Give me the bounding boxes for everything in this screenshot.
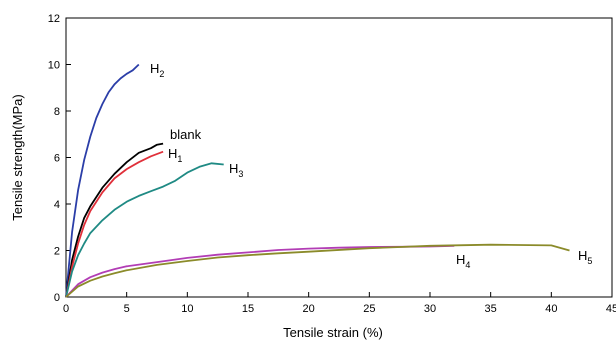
series-label-h3: H3: [229, 161, 243, 179]
series-label-h5: H5: [578, 248, 592, 266]
series-label-h4: H4: [456, 252, 470, 270]
y-tick-label: 12: [48, 13, 60, 25]
plot-axes: 0 5 10 15 20 25 30 35 40 45 0 2 4 6 8 10 12: [48, 13, 616, 315]
x-tick-label: 15: [242, 303, 254, 315]
series-labels: H2 blank H1 H3 H4 H5: [150, 61, 592, 270]
x-tick-label: 5: [124, 303, 130, 315]
x-tick-label: 20: [303, 303, 315, 315]
series-line-h1: [65, 150, 164, 298]
x-tick-label: 10: [181, 303, 193, 315]
x-tick-label: 45: [606, 303, 616, 315]
y-tick-label: 2: [54, 246, 60, 258]
y-axis-title: Tensile strength(MPa): [10, 94, 25, 220]
x-tick-label: 35: [485, 303, 497, 315]
x-axis-title: Tensile strain (%): [283, 325, 383, 340]
x-tick-label: 30: [424, 303, 436, 315]
series-label-h2: H2: [150, 61, 164, 79]
x-tick-label: 25: [363, 303, 375, 315]
series-line-h5: [65, 243, 570, 298]
series-label-blank: blank: [170, 127, 202, 142]
series-line-h3: [65, 162, 224, 298]
y-tick-label: 4: [54, 199, 60, 211]
x-tick-label: 0: [63, 303, 69, 315]
series-layer: [65, 63, 570, 298]
y-tick-label: 8: [54, 106, 60, 118]
y-tick-label: 10: [48, 60, 60, 72]
y-tick-label: 6: [54, 153, 60, 165]
series-label-h1: H1: [168, 146, 182, 164]
y-tick-label: 0: [54, 292, 60, 304]
series-line-blank: [65, 142, 164, 298]
x-tick-label: 40: [545, 303, 557, 315]
series-line-h2: [65, 63, 140, 298]
